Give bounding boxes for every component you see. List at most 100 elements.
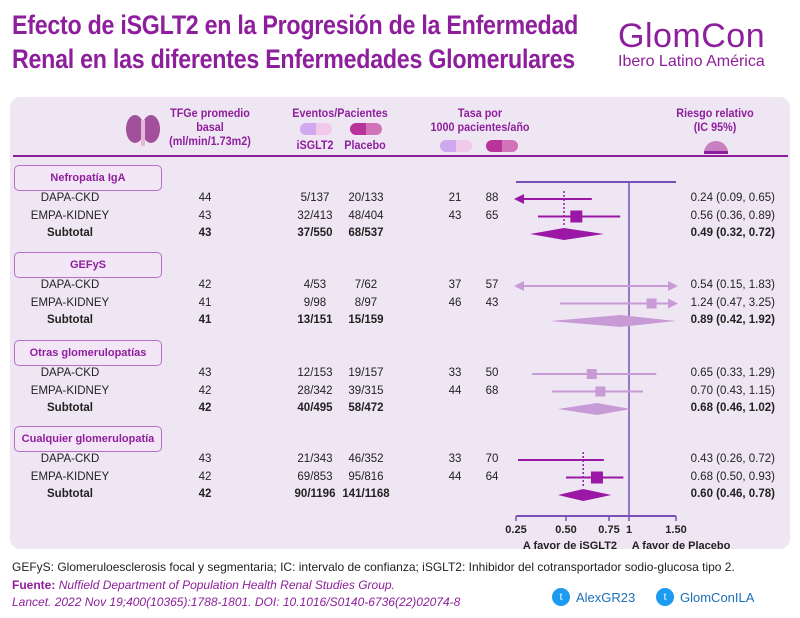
events-placebo: 95/816 xyxy=(348,470,384,483)
isglt2-header: iSGLT2 xyxy=(296,138,334,152)
rr-ci-text: 0.68 (0.46, 1.02) xyxy=(690,402,775,414)
events-placebo: 20/133 xyxy=(348,192,384,204)
study-name: EMPA-KIDNEY xyxy=(30,296,110,309)
egfr-value: 43 xyxy=(198,209,212,222)
group-label: Otras glomerulopatías xyxy=(14,340,162,366)
point-estimate xyxy=(595,386,606,397)
egfr-value: 41 xyxy=(198,296,212,309)
twitter-handle-1[interactable]: t AlexGR23 xyxy=(552,587,635,607)
events-placebo: 68/537 xyxy=(348,227,384,239)
favors-isglt2-label: A favor de iSGLT2 xyxy=(523,540,617,552)
egfr-value: 42 xyxy=(198,279,212,291)
events-isglt2: 37/550 xyxy=(297,227,333,239)
twitter-handle-2[interactable]: t GlomConILA xyxy=(656,587,754,607)
egfr-value: 44 xyxy=(198,192,212,204)
events-placebo: 58/472 xyxy=(348,402,384,414)
subtotal-diamond xyxy=(550,315,676,327)
events-placebo: 7/62 xyxy=(354,279,378,291)
events-placebo: 141/1168 xyxy=(342,488,390,500)
events-isglt2: 21/343 xyxy=(297,453,333,465)
x-tick-label: 0.50 xyxy=(555,524,576,536)
x-tick-label: 0.75 xyxy=(598,524,619,536)
egfr-value: 43 xyxy=(198,367,212,379)
rate-isglt2: 44 xyxy=(448,384,462,397)
group-label: Nefropatía IgA xyxy=(14,165,162,191)
point-estimate xyxy=(570,210,583,223)
twitter-icon: t xyxy=(656,588,674,606)
arrow-right-icon xyxy=(668,298,678,309)
events-placebo: 15/159 xyxy=(348,314,384,326)
glomcon-logo: GlomCon Ibero Latino América xyxy=(618,17,766,70)
study-name: DAPA-CKD xyxy=(40,279,100,291)
rr-ci-text: 0.54 (0.15, 1.83) xyxy=(690,279,775,291)
study-name: DAPA-CKD xyxy=(40,192,100,204)
egfr-value: 42 xyxy=(198,402,212,414)
placebo-header: Placebo xyxy=(344,138,386,152)
rr-ci-text: 0.49 (0.32, 0.72) xyxy=(690,227,775,239)
egfr-value: 43 xyxy=(198,227,212,239)
events-isglt2: 32/413 xyxy=(297,209,333,222)
point-estimate xyxy=(586,369,597,379)
rate-placebo: 68 xyxy=(485,384,499,397)
isglt2-pill-icon xyxy=(300,123,332,135)
x-tick-label: 1.50 xyxy=(665,524,686,536)
subtotal-diamond xyxy=(530,228,604,240)
egfr-value: 42 xyxy=(198,470,212,483)
rate-isglt2: 21 xyxy=(448,192,462,204)
rate-placebo: 88 xyxy=(485,192,499,204)
subtotal-diamond xyxy=(558,403,631,415)
rate-isglt2: 37 xyxy=(448,279,462,291)
header-divider xyxy=(13,155,788,157)
events-isglt2: 40/495 xyxy=(297,402,333,414)
events-isglt2: 13/151 xyxy=(297,314,333,326)
study-name: EMPA-KIDNEY xyxy=(30,209,110,222)
events-placebo: 39/315 xyxy=(348,384,384,397)
group-label: Cualquier glomerulopatía xyxy=(14,426,162,452)
events-isglt2: 28/342 xyxy=(297,384,333,397)
gauge-icon xyxy=(704,141,728,154)
group-label: GEFyS xyxy=(14,252,162,278)
study-name: Subtotal xyxy=(47,227,93,239)
events-isglt2: 12/153 xyxy=(297,367,333,379)
rate-placebo: 65 xyxy=(485,209,499,222)
rate-placebo: 70 xyxy=(485,453,499,465)
rate-isglt2: 33 xyxy=(448,453,462,465)
point-estimate xyxy=(590,471,603,484)
events-placebo: 8/97 xyxy=(354,296,378,309)
rr-ci-text: 0.65 (0.33, 1.29) xyxy=(690,367,775,379)
rr-ci-text: 0.68 (0.50, 0.93) xyxy=(690,470,775,483)
rr-ci-text: 0.70 (0.43, 1.15) xyxy=(690,384,775,397)
citation: Lancet. 2022 Nov 19;400(10365):1788-1801… xyxy=(12,595,461,609)
rr-ci-text: 0.24 (0.09, 0.65) xyxy=(690,192,775,204)
rate-isglt2: 33 xyxy=(448,367,462,379)
study-name: Subtotal xyxy=(47,488,93,500)
egfr-value: 42 xyxy=(198,384,212,397)
rr-ci-text: 0.89 (0.42, 1.92) xyxy=(690,314,775,326)
study-name: Subtotal xyxy=(47,314,93,326)
rr-ci-text: 1.24 (0.47, 3.25) xyxy=(690,296,775,309)
events-isglt2: 69/853 xyxy=(297,470,333,483)
study-name: EMPA-KIDNEY xyxy=(30,384,110,397)
events-placebo: 46/352 xyxy=(348,453,384,465)
study-name: DAPA-CKD xyxy=(40,453,100,465)
rate-isglt2: 43 xyxy=(448,209,462,222)
twitter-icon: t xyxy=(552,588,570,606)
events-isglt2: 9/98 xyxy=(303,296,327,309)
arrow-left-icon xyxy=(514,281,524,291)
kidney-icon xyxy=(126,115,160,146)
rate-placebo: 43 xyxy=(485,296,499,309)
source-text: Nuffield Department of Population Health… xyxy=(58,578,395,592)
rate-isglt2: 46 xyxy=(448,296,462,309)
rate-header: Tasa por 1000 pacientes/año xyxy=(430,106,530,134)
rr-ci-text: 0.43 (0.26, 0.72) xyxy=(690,453,775,465)
events-placebo: 48/404 xyxy=(348,209,384,222)
egfr-value: 41 xyxy=(198,314,212,326)
egfr-header: TFGe promedio basal (ml/min/1.73m2) xyxy=(169,106,251,148)
egfr-value: 42 xyxy=(198,488,212,500)
subtotal-diamond xyxy=(558,489,612,501)
rr-ci-text: 0.56 (0.36, 0.89) xyxy=(690,209,775,222)
x-tick-label: 0.25 xyxy=(505,524,526,536)
x-tick-label: 1 xyxy=(626,524,632,536)
events-isglt2: 5/137 xyxy=(300,192,330,204)
